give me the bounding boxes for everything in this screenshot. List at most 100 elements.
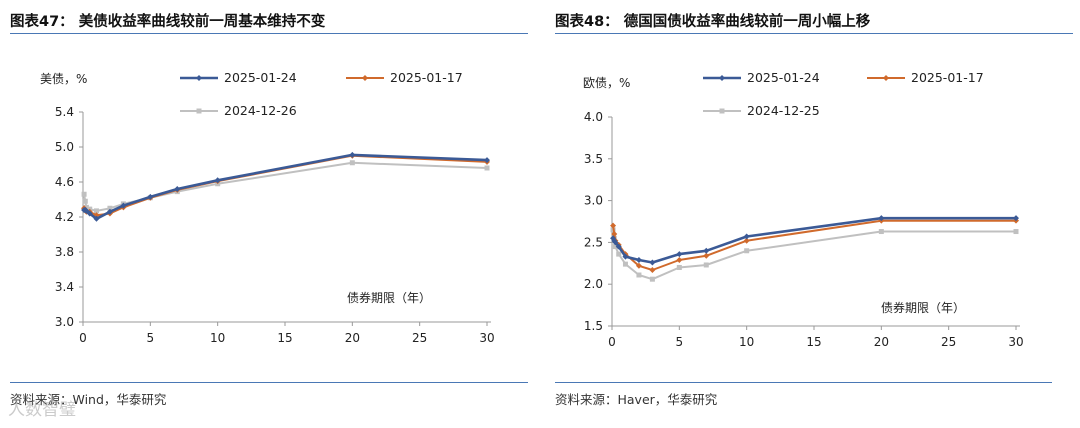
x-tick-label: 30 xyxy=(479,331,494,345)
data-point xyxy=(676,256,683,263)
data-point xyxy=(616,251,622,257)
data-point xyxy=(649,266,656,273)
data-point xyxy=(484,157,490,164)
legend-label: 2025-01-17 xyxy=(911,70,984,85)
data-point xyxy=(93,215,100,222)
series-line-2024-12-26 xyxy=(83,161,488,212)
series-line-2025-01-24 xyxy=(84,153,488,221)
line-chart: 3.0 3.4 3.8 4.2 4.6 5.0 5.4 0 5 10 15 20 25 30 美债，% 债券期… xyxy=(40,70,495,345)
title-divider xyxy=(555,33,1073,34)
x-tick-label: 15 xyxy=(806,335,821,349)
x-tick-label: 5 xyxy=(147,331,155,345)
chart-panel-de: 图表48： 德国国债收益率曲线较前一周小幅上移 1.5 2.0 2.5 3.0 3.5 4… xyxy=(555,0,1075,428)
source-note: 资料来源：Wind，华泰研究 xyxy=(10,392,167,407)
data-point xyxy=(610,222,617,229)
source-note: 资料来源：Haver，华泰研究 xyxy=(555,392,718,407)
y-tick-label: 3.5 xyxy=(584,152,603,166)
data-point xyxy=(703,262,709,268)
data-point xyxy=(615,243,622,250)
data-point xyxy=(676,251,683,258)
data-point xyxy=(82,198,88,204)
data-point xyxy=(635,256,642,263)
data-point xyxy=(703,247,710,254)
data-point xyxy=(83,204,89,210)
y-tick-label: 3.8 xyxy=(55,245,74,259)
watermark: 人数智璧 xyxy=(8,400,76,420)
y-tick-label: 2.0 xyxy=(584,277,603,291)
legend-marker xyxy=(196,75,202,81)
x-tick-label: 20 xyxy=(345,331,360,345)
x-tick-label: 10 xyxy=(210,331,225,345)
x-axis-label: 债券期限（年） xyxy=(347,290,431,305)
data-point xyxy=(612,244,618,250)
y-tick-label: 2.5 xyxy=(584,235,603,249)
legend-marker xyxy=(883,75,889,81)
y-tick-label: 4.0 xyxy=(584,110,603,124)
y-axis-label: 欧债，% xyxy=(583,76,630,90)
legend-marker xyxy=(196,108,202,114)
chart-panel-us: 图表47： 美债收益率曲线较前一周基本维持不变 3.0 3.4 3.8 4.2 4.6 5… xyxy=(10,0,530,428)
legend-label: 2025-01-24 xyxy=(224,70,297,85)
title-divider xyxy=(10,33,528,34)
x-tick-label: 0 xyxy=(608,335,616,349)
data-point xyxy=(484,165,490,171)
line-chart: 1.5 2.0 2.5 3.0 3.5 4.0 0 5 10 15 20 25 30 欧债，% 债券期限（年… xyxy=(583,70,1024,349)
data-point xyxy=(878,215,885,222)
y-tick-label: 3.0 xyxy=(584,194,603,208)
legend-marker xyxy=(719,75,725,81)
data-point xyxy=(93,208,99,214)
y-axis-label: 美债，% xyxy=(40,72,87,86)
data-point xyxy=(636,272,642,278)
data-point xyxy=(81,191,87,197)
x-tick-label: 30 xyxy=(1008,335,1023,349)
x-axis-label: 债券期限（年） xyxy=(881,300,965,315)
legend-label: 2025-01-24 xyxy=(747,70,820,85)
y-tick-label: 1.5 xyxy=(584,319,603,333)
legend-marker xyxy=(719,108,725,114)
chart-title: 图表48： 德国国债收益率曲线较前一周小幅上移 xyxy=(555,14,871,30)
data-point xyxy=(635,262,642,269)
legend-label: 2025-01-17 xyxy=(390,70,463,85)
y-tick-label: 3.0 xyxy=(55,315,74,329)
data-point xyxy=(649,276,655,282)
legend-label: 2024-12-25 xyxy=(747,103,820,118)
data-point xyxy=(743,233,750,240)
y-tick-label: 3.4 xyxy=(55,280,74,294)
data-point xyxy=(612,239,619,246)
data-point xyxy=(349,160,355,166)
y-tick-label: 4.2 xyxy=(55,210,74,224)
data-point xyxy=(743,237,750,244)
data-point xyxy=(649,259,656,266)
x-tick-label: 20 xyxy=(874,335,889,349)
data-point xyxy=(174,186,181,192)
data-point xyxy=(744,248,750,254)
data-point xyxy=(107,205,113,211)
source-divider xyxy=(555,382,1052,383)
data-point xyxy=(622,253,629,260)
legend-marker xyxy=(362,75,368,81)
data-point xyxy=(1013,229,1019,235)
data-point xyxy=(214,177,221,184)
data-point xyxy=(147,193,154,200)
data-point xyxy=(703,252,710,259)
data-point xyxy=(1013,215,1019,222)
x-tick-label: 5 xyxy=(676,335,684,349)
data-point xyxy=(622,261,628,267)
x-tick-label: 25 xyxy=(941,335,956,349)
data-point xyxy=(349,151,356,158)
data-point xyxy=(611,231,618,238)
source-divider xyxy=(10,382,528,383)
data-point xyxy=(878,229,884,235)
x-tick-label: 25 xyxy=(412,331,427,345)
y-tick-label: 5.4 xyxy=(55,105,74,119)
x-tick-label: 10 xyxy=(739,335,754,349)
data-point xyxy=(676,264,682,270)
chart-title: 图表47： 美债收益率曲线较前一周基本维持不变 xyxy=(10,14,326,30)
y-tick-label: 4.6 xyxy=(55,175,74,189)
legend-label: 2024-12-26 xyxy=(224,103,297,118)
x-tick-label: 15 xyxy=(277,331,292,345)
x-tick-label: 0 xyxy=(79,331,87,345)
y-tick-label: 5.0 xyxy=(55,140,74,154)
data-point xyxy=(120,202,127,209)
data-point xyxy=(106,208,113,215)
